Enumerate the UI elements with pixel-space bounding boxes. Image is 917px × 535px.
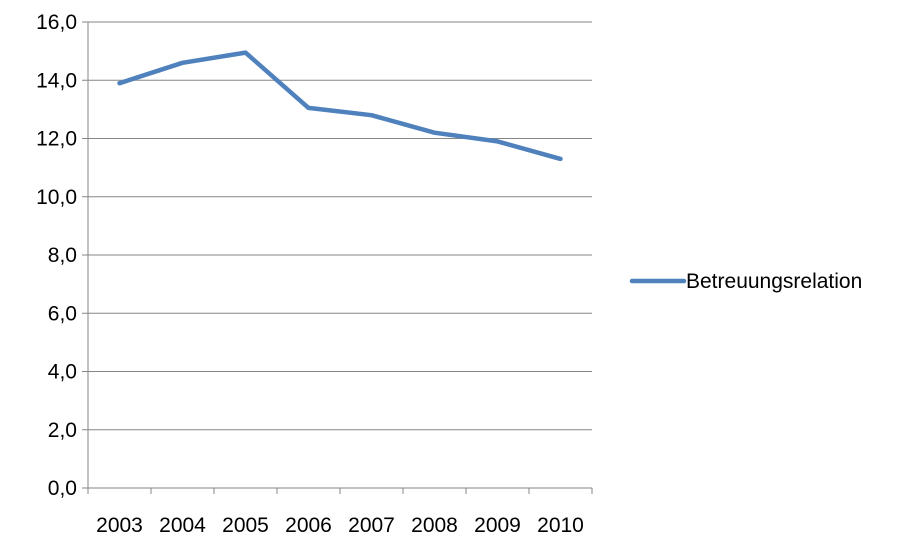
y-tick-label: 8,0	[48, 244, 77, 267]
x-axis-tick-labels: 2003 2004 2005 2006 2007 2008 2009 2010	[96, 514, 584, 535]
x-tick-label: 2007	[348, 514, 395, 535]
x-tick-label: 2008	[411, 514, 458, 535]
y-tick-label: 16,0	[36, 11, 77, 34]
x-tick-label: 2003	[96, 514, 143, 535]
x-tick-label: 2004	[159, 514, 206, 535]
y-tick-label: 12,0	[36, 128, 77, 151]
y-tick-label: 4,0	[48, 361, 77, 384]
y-tick-label: 6,0	[48, 302, 77, 325]
legend: Betreuungsrelation	[629, 270, 862, 293]
axes	[82, 21, 593, 494]
legend-label: Betreuungsrelation	[686, 270, 862, 293]
x-tick-label: 2006	[285, 514, 332, 535]
x-tick-label: 2010	[537, 514, 584, 535]
y-tick-label: 14,0	[36, 69, 77, 92]
y-axis-tick-labels: 0,0 2,0 4,0 6,0 8,0 10,0 12,0 14,0 16,0	[36, 11, 77, 500]
x-tick-label: 2009	[474, 514, 521, 535]
y-tick-label: 10,0	[36, 186, 77, 209]
series-lines	[117, 50, 563, 162]
y-tick-label: 0,0	[48, 477, 77, 500]
y-tick-label: 2,0	[48, 419, 77, 442]
x-tick-label: 2005	[222, 514, 269, 535]
series-line	[117, 50, 563, 162]
gridlines	[88, 21, 592, 431]
